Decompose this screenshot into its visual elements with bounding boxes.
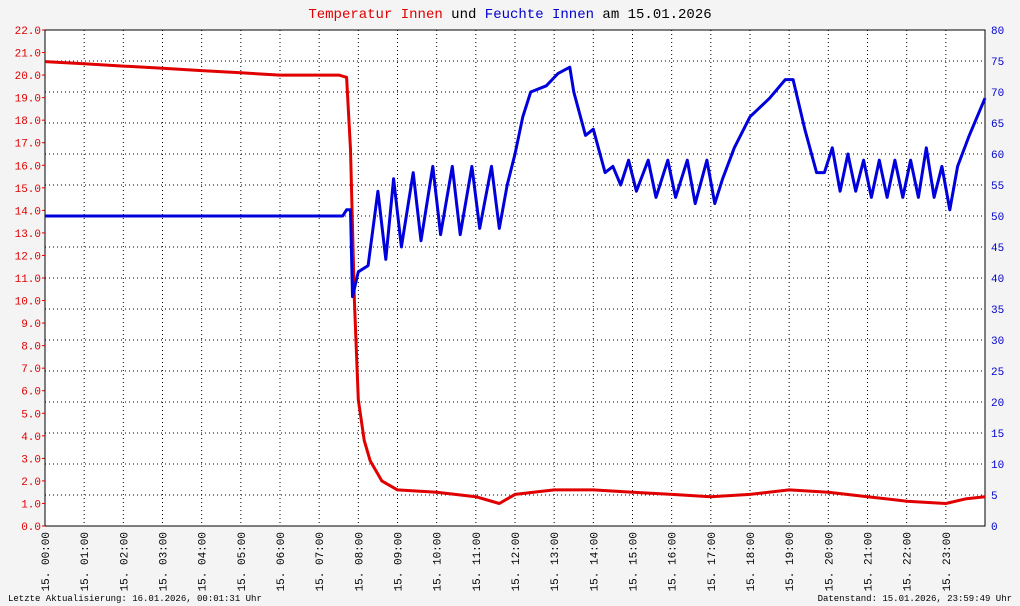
x-tick-label: 15. 18:00 bbox=[746, 532, 758, 591]
chart-title: Temperatur Innen und Feuchte Innen am 15… bbox=[308, 7, 711, 23]
y-tick-label: 20.0 bbox=[15, 71, 41, 83]
y-tick-label: 0.0 bbox=[21, 522, 41, 534]
y2-tick-label: 60 bbox=[991, 150, 1004, 162]
y2-tick-label: 50 bbox=[991, 212, 1004, 224]
y2-tick-label: 40 bbox=[991, 274, 1004, 286]
x-tick-label: 15. 15:00 bbox=[629, 532, 641, 591]
x-tick-label: 15. 03:00 bbox=[159, 532, 171, 591]
y-tick-label: 19.0 bbox=[15, 94, 41, 106]
y2-tick-label: 35 bbox=[991, 305, 1004, 317]
y-tick-label: 22.0 bbox=[15, 26, 41, 38]
y-tick-label: 6.0 bbox=[21, 387, 41, 399]
y2-tick-label: 5 bbox=[991, 491, 998, 503]
y-tick-label: 14.0 bbox=[15, 206, 41, 218]
footer-left: Letzte Aktualisierung: 16.01.2026, 00:01… bbox=[8, 594, 262, 604]
title-part: Feuchte Innen bbox=[485, 7, 594, 23]
title-part: und bbox=[451, 7, 476, 23]
y-tick-label: 8.0 bbox=[21, 342, 41, 354]
x-tick-label: 15. 05:00 bbox=[237, 532, 249, 591]
y2-tick-label: 80 bbox=[991, 26, 1004, 38]
y-tick-label: 13.0 bbox=[15, 229, 41, 241]
x-tick-label: 15. 01:00 bbox=[80, 532, 92, 591]
y-tick-label: 7.0 bbox=[21, 364, 41, 376]
y2-tick-label: 55 bbox=[991, 181, 1004, 193]
x-tick-label: 15. 09:00 bbox=[394, 532, 406, 591]
x-tick-label: 15. 04:00 bbox=[198, 532, 210, 591]
y2-tick-label: 45 bbox=[991, 243, 1004, 255]
y2-tick-label: 70 bbox=[991, 88, 1004, 100]
x-tick-label: 15. 13:00 bbox=[550, 532, 562, 591]
x-tick-label: 15. 21:00 bbox=[864, 532, 876, 591]
y2-tick-label: 30 bbox=[991, 336, 1004, 348]
title-part: am 15.01.2026 bbox=[602, 7, 711, 23]
x-tick-label: 15. 10:00 bbox=[433, 532, 445, 591]
y-tick-label: 17.0 bbox=[15, 139, 41, 151]
y2-tick-label: 0 bbox=[991, 522, 998, 534]
y-tick-label: 12.0 bbox=[15, 251, 41, 263]
y2-tick-label: 65 bbox=[991, 119, 1004, 131]
x-tick-label: 15. 11:00 bbox=[472, 532, 484, 591]
x-tick-label: 15. 20:00 bbox=[824, 532, 836, 591]
y2-tick-label: 75 bbox=[991, 57, 1004, 69]
x-tick-label: 15. 22:00 bbox=[903, 532, 915, 591]
y-tick-label: 15.0 bbox=[15, 184, 41, 196]
y-tick-label: 21.0 bbox=[15, 49, 41, 61]
x-tick-label: 15. 02:00 bbox=[119, 532, 131, 591]
y-tick-label: 2.0 bbox=[21, 477, 41, 489]
y-tick-label: 18.0 bbox=[15, 116, 41, 128]
y2-tick-label: 15 bbox=[991, 429, 1004, 441]
x-tick-label: 15. 12:00 bbox=[511, 532, 523, 591]
y2-tick-label: 25 bbox=[991, 367, 1004, 379]
y-tick-label: 1.0 bbox=[21, 499, 41, 511]
series-line bbox=[44, 60, 986, 505]
y2-tick-label: 20 bbox=[991, 398, 1004, 410]
x-tick-label: 15. 07:00 bbox=[315, 532, 327, 591]
y-tick-label: 4.0 bbox=[21, 432, 41, 444]
series-line bbox=[45, 65, 987, 299]
x-tick-label: 15. 17:00 bbox=[707, 532, 719, 591]
footer-right: Datenstand: 15.01.2026, 23:59:49 Uhr bbox=[818, 594, 1012, 604]
x-tick-label: 15. 06:00 bbox=[276, 532, 288, 591]
y-tick-label: 9.0 bbox=[21, 319, 41, 331]
x-tick-label: 15. 23:00 bbox=[942, 532, 954, 591]
x-tick-label: 15. 08:00 bbox=[354, 532, 366, 591]
x-tick-label: 15. 14:00 bbox=[589, 532, 601, 591]
x-tick-label: 15. 00:00 bbox=[41, 532, 53, 591]
y-tick-label: 5.0 bbox=[21, 409, 41, 421]
y-tick-label: 11.0 bbox=[15, 274, 41, 286]
x-tick-label: 15. 19:00 bbox=[785, 532, 797, 591]
y-tick-label: 10.0 bbox=[15, 297, 41, 309]
x-tick-label: 15. 16:00 bbox=[668, 532, 680, 591]
y2-tick-label: 10 bbox=[991, 460, 1004, 472]
y-tick-label: 3.0 bbox=[21, 454, 41, 466]
y-tick-label: 16.0 bbox=[15, 161, 41, 173]
title-part: Temperatur Innen bbox=[308, 7, 442, 23]
